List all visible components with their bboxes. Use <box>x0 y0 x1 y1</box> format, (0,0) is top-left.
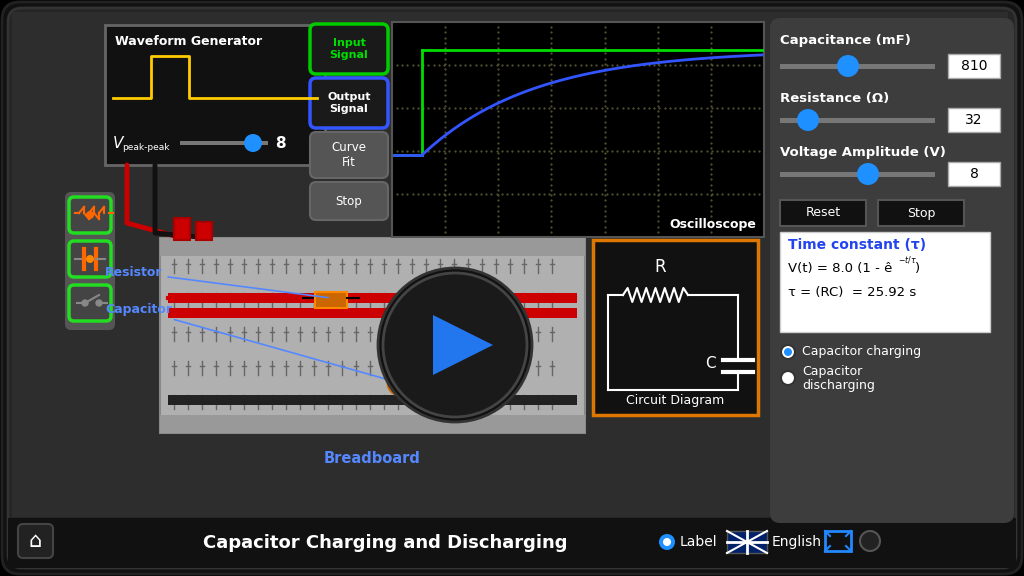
Text: $^{-t/\tau}$: $^{-t/\tau}$ <box>898 256 918 266</box>
Text: Label: Label <box>680 535 718 549</box>
Bar <box>780 64 935 69</box>
Bar <box>160 415 585 433</box>
Text: Resistor: Resistor <box>105 266 329 298</box>
Circle shape <box>663 538 671 546</box>
Bar <box>878 200 964 226</box>
Circle shape <box>784 348 792 356</box>
Text: Reset: Reset <box>806 207 841 219</box>
Bar <box>780 118 935 123</box>
Circle shape <box>860 531 880 551</box>
Text: Time constant (τ): Time constant (τ) <box>788 238 926 252</box>
Bar <box>196 222 212 240</box>
FancyBboxPatch shape <box>8 8 1016 568</box>
Bar <box>168 293 577 303</box>
FancyBboxPatch shape <box>770 18 1014 523</box>
Text: Circuit Diagram: Circuit Diagram <box>626 394 724 407</box>
Bar <box>105 25 325 165</box>
Circle shape <box>388 371 412 395</box>
Bar <box>948 162 1000 186</box>
Text: 8: 8 <box>970 167 979 181</box>
Text: Stop: Stop <box>336 195 362 207</box>
Bar <box>180 141 268 145</box>
Text: Capacitance (mF): Capacitance (mF) <box>780 34 911 47</box>
Bar <box>160 238 585 433</box>
Text: Curve
Fit: Curve Fit <box>332 141 367 169</box>
Text: C: C <box>706 357 716 372</box>
Bar <box>780 172 935 177</box>
Circle shape <box>837 55 859 77</box>
FancyBboxPatch shape <box>310 132 388 178</box>
FancyBboxPatch shape <box>69 241 111 277</box>
Polygon shape <box>433 315 493 375</box>
Text: Input
Signal: Input Signal <box>330 38 369 60</box>
Circle shape <box>244 134 262 152</box>
Text: Oscilloscope: Oscilloscope <box>669 218 756 231</box>
Text: Output
Signal: Output Signal <box>328 92 371 114</box>
Text: Stop: Stop <box>907 207 935 219</box>
Text: Voltage Amplitude (V): Voltage Amplitude (V) <box>780 146 946 159</box>
Text: V(t) = 8.0 (1 - ê: V(t) = 8.0 (1 - ê <box>788 262 892 275</box>
FancyBboxPatch shape <box>18 524 53 558</box>
Bar <box>948 108 1000 132</box>
Bar <box>315 292 347 308</box>
Text: τ = (RC)  = 25.92 s: τ = (RC) = 25.92 s <box>788 286 916 299</box>
Text: R: R <box>654 258 666 276</box>
Bar <box>727 531 767 553</box>
Circle shape <box>781 345 795 359</box>
Bar <box>392 22 764 237</box>
Bar <box>174 218 190 240</box>
Bar <box>825 531 851 551</box>
FancyBboxPatch shape <box>310 182 388 220</box>
Text: ): ) <box>915 262 921 275</box>
Text: ⌂: ⌂ <box>29 531 42 551</box>
Bar <box>948 54 1000 78</box>
Text: V: V <box>113 135 123 150</box>
FancyBboxPatch shape <box>65 192 115 330</box>
Text: English: English <box>772 535 822 549</box>
Bar <box>780 200 866 226</box>
Circle shape <box>86 255 94 263</box>
Text: 8: 8 <box>274 135 286 150</box>
FancyBboxPatch shape <box>310 24 388 74</box>
Text: 810: 810 <box>961 59 987 73</box>
Circle shape <box>797 109 819 131</box>
Text: Breadboard: Breadboard <box>324 451 421 466</box>
Bar <box>392 22 764 237</box>
FancyBboxPatch shape <box>310 78 388 128</box>
Text: 32: 32 <box>966 113 983 127</box>
Circle shape <box>659 534 675 550</box>
Bar <box>8 518 1016 568</box>
Circle shape <box>96 300 102 306</box>
Circle shape <box>378 268 532 422</box>
Circle shape <box>82 300 88 306</box>
Text: Waveform Generator: Waveform Generator <box>115 35 262 48</box>
Text: discharging: discharging <box>802 380 874 392</box>
Bar <box>780 232 990 332</box>
Text: Capacitor charging: Capacitor charging <box>802 346 922 358</box>
FancyBboxPatch shape <box>69 285 111 321</box>
Text: Capacitor: Capacitor <box>802 366 862 378</box>
Text: Capacitor: Capacitor <box>105 303 397 382</box>
Bar <box>593 240 758 415</box>
Text: Capacitor Charging and Discharging: Capacitor Charging and Discharging <box>203 534 567 552</box>
Bar <box>12 12 1008 517</box>
Text: Resistance (Ω): Resistance (Ω) <box>780 92 889 105</box>
Circle shape <box>383 273 527 417</box>
Text: peak-peak: peak-peak <box>122 143 170 153</box>
Bar <box>168 395 577 405</box>
Circle shape <box>857 163 879 185</box>
Bar <box>168 308 577 318</box>
FancyBboxPatch shape <box>69 197 111 233</box>
Bar <box>160 238 585 256</box>
Circle shape <box>781 371 795 385</box>
Circle shape <box>86 211 94 219</box>
